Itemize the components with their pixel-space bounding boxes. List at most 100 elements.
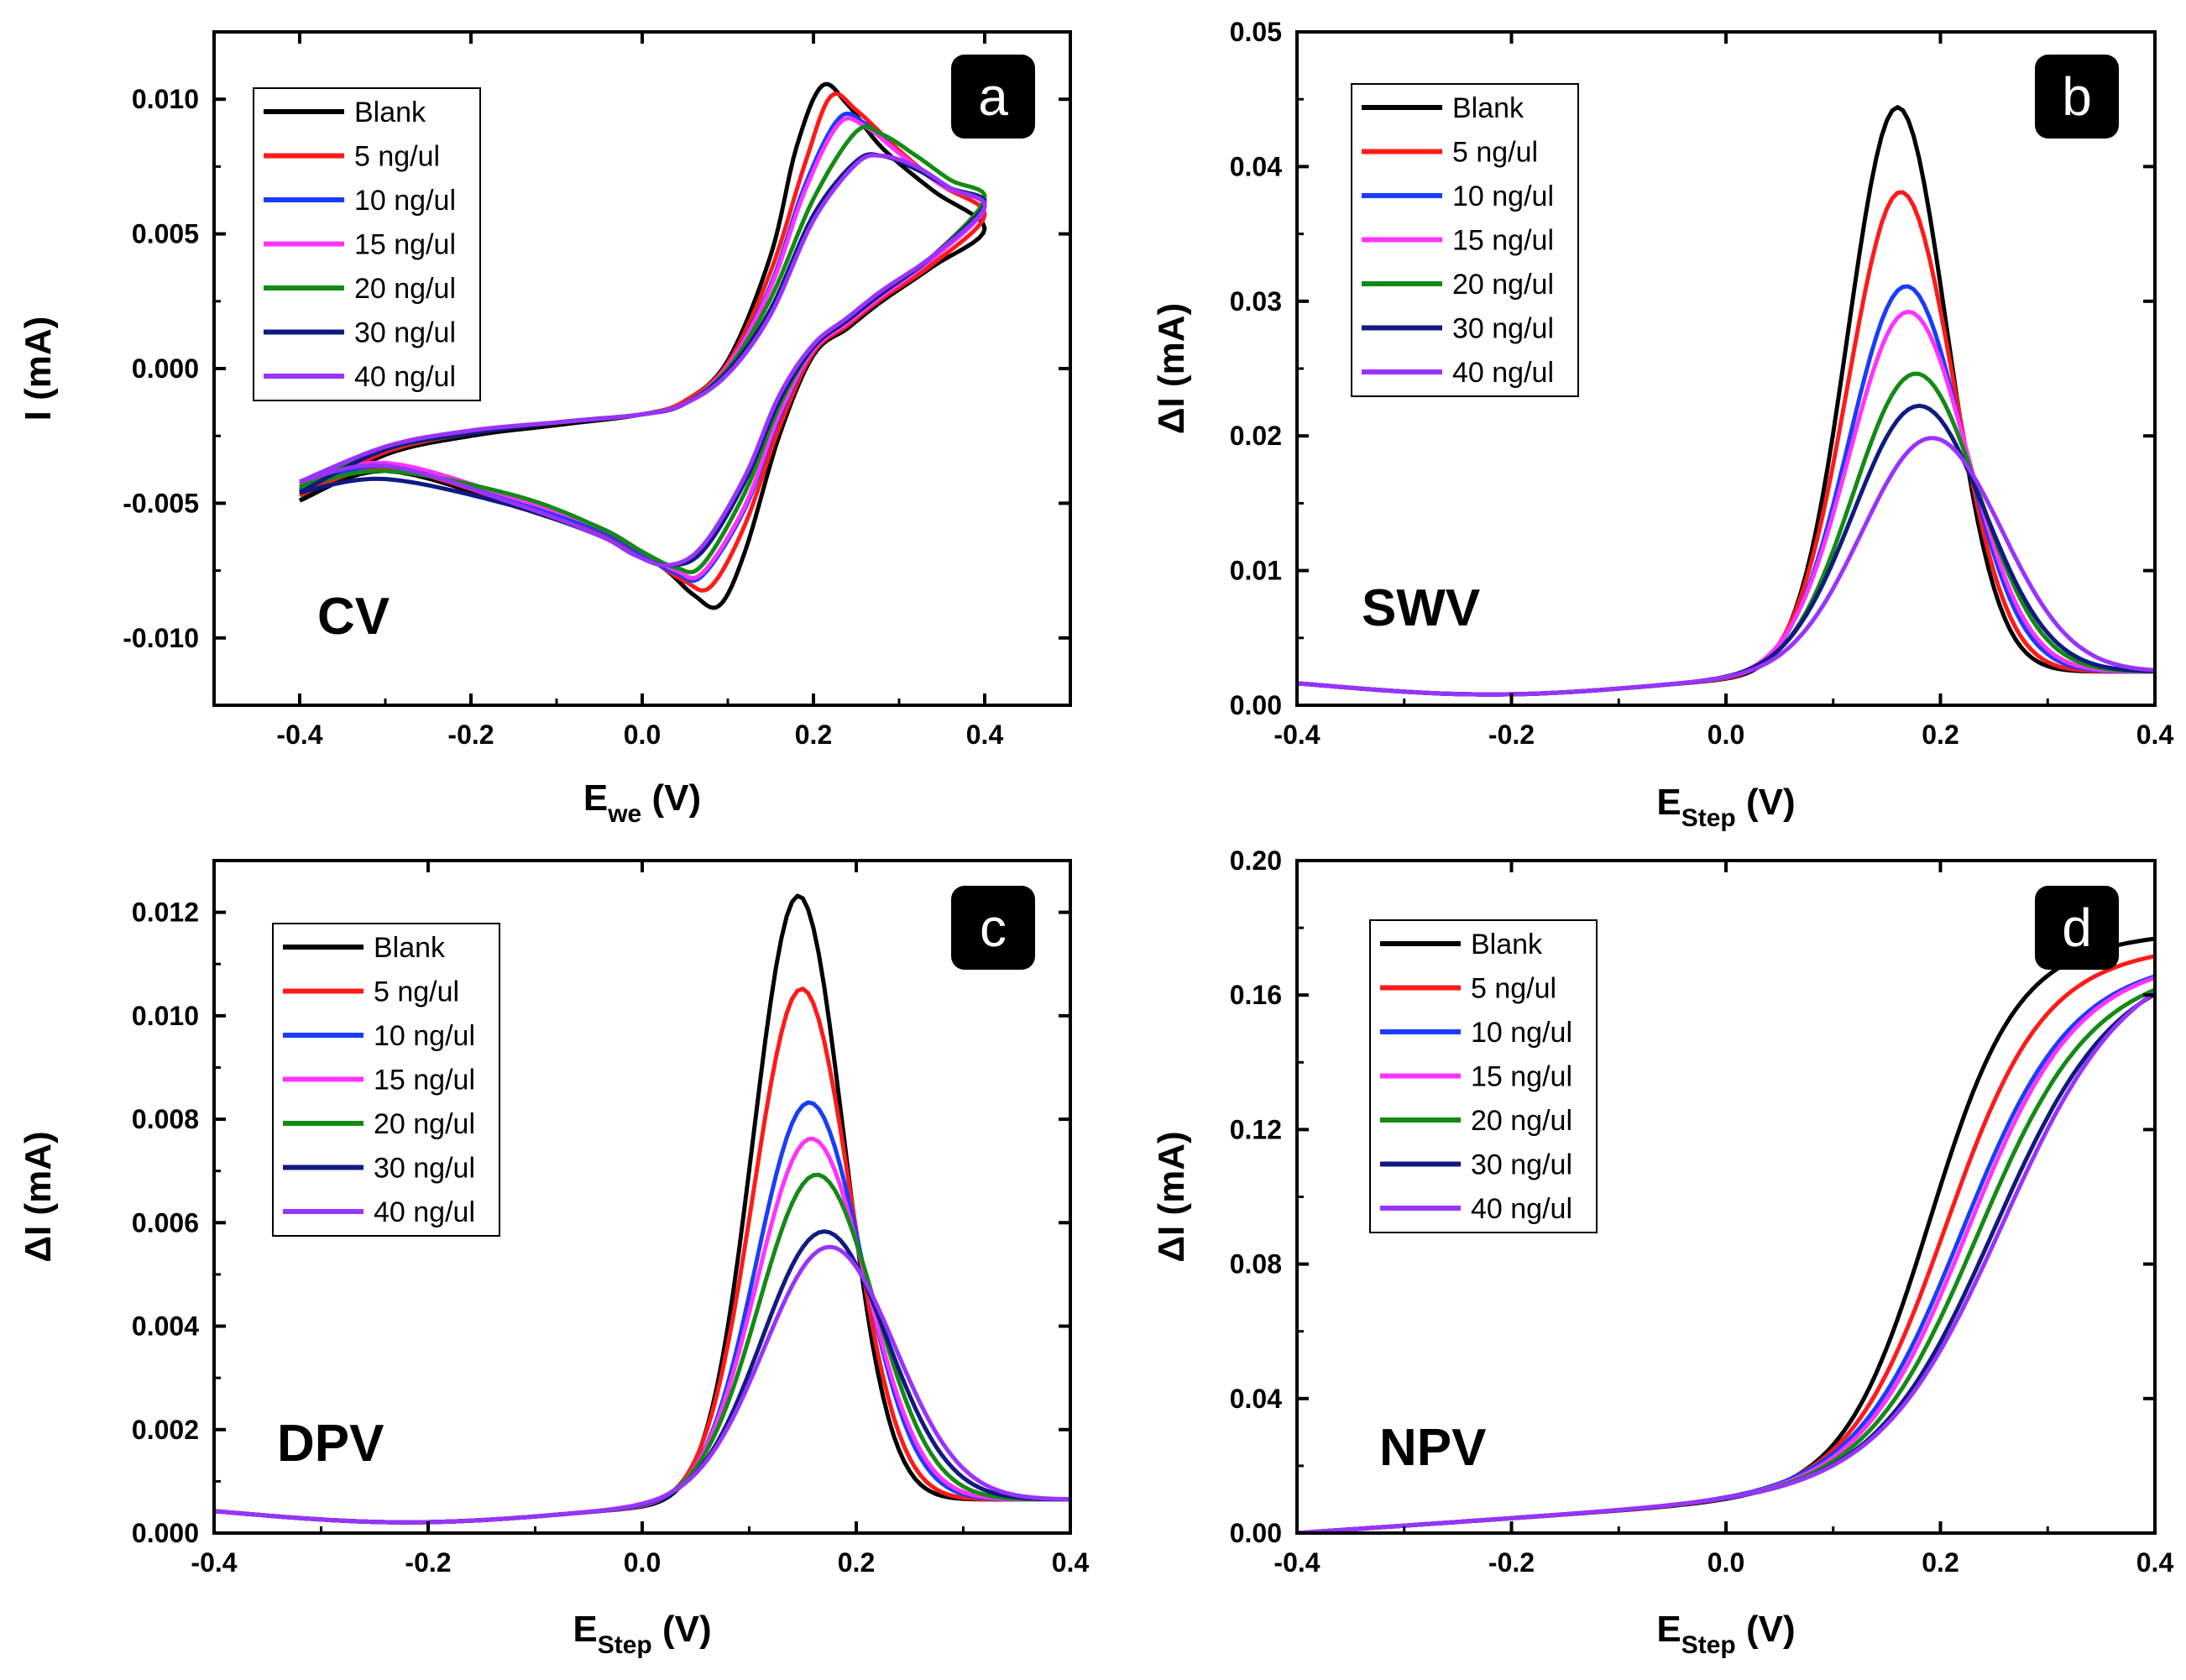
x-axis-title: Ewe (V) bbox=[583, 777, 701, 828]
panel-letter-badge bbox=[951, 886, 1035, 970]
y-tick-label: 0.08 bbox=[1230, 1249, 1282, 1280]
panel-letter: a bbox=[978, 66, 1008, 127]
series-line-40-ng-ul bbox=[1297, 991, 2155, 1533]
legend-entry-15-ng-ul: 15 ng/ul bbox=[1452, 225, 1554, 257]
series-group bbox=[1297, 936, 2155, 1533]
legend-entry-40-ng-ul: 40 ng/ul bbox=[374, 1196, 475, 1228]
y-tick-label: -0.010 bbox=[123, 623, 199, 653]
x-tick-label: 0.2 bbox=[1922, 720, 1959, 750]
legend-entry-5-ng-ul: 5 ng/ul bbox=[374, 976, 459, 1008]
legend-entry-40-ng-ul: 40 ng/ul bbox=[1452, 357, 1554, 389]
legend: Blank 5 ng/ul 10 ng/ul 15 ng/ul 20 ng/ul 30 n… bbox=[272, 923, 500, 1237]
y-tick-label: 0.16 bbox=[1230, 980, 1282, 1010]
legend-entry-10-ng-ul: 10 ng/ul bbox=[1471, 1017, 1572, 1049]
panel-letter-badge bbox=[951, 55, 1035, 139]
chart-panel-b: -0.4 -0.2 0.0 0.2 0.4 0.00 0.01 0.02 0.03 0.04 0.0… bbox=[1151, 17, 2173, 832]
x-tick-label: 0.2 bbox=[1922, 1547, 1959, 1578]
chart-panel-c: -0.4 -0.2 0.0 0.2 0.4 0.000 0.002 0.004 0.006 0.0… bbox=[18, 859, 1090, 1659]
y-tick-label: 0.008 bbox=[132, 1104, 199, 1134]
y-tick-label: 0.00 bbox=[1230, 1518, 1282, 1548]
legend-entry-blank: Blank bbox=[1452, 92, 1524, 124]
panel-letter: d bbox=[2062, 898, 2092, 958]
x-tick-label: 0.0 bbox=[1707, 1547, 1744, 1578]
x-tick-label: 0.4 bbox=[1052, 1547, 1090, 1578]
chart-panel-a: -0.4 -0.2 0.0 0.2 0.4 -0.010 -0.005 0.000 0.005 0… bbox=[18, 30, 1072, 828]
legend-entry-10-ng-ul: 10 ng/ul bbox=[374, 1020, 475, 1052]
legend-entry-15-ng-ul: 15 ng/ul bbox=[1471, 1061, 1572, 1093]
legend-entry-blank: Blank bbox=[374, 932, 446, 964]
legend-entry-40-ng-ul: 40 ng/ul bbox=[1471, 1193, 1572, 1225]
technique-label: SWV bbox=[1362, 579, 1480, 637]
x-tick-label: 0.4 bbox=[2136, 1547, 2174, 1578]
legend: Blank 5 ng/ul 10 ng/ul 15 ng/ul 20 ng/ul 30 n… bbox=[1369, 919, 1598, 1233]
x-tick-label: -0.4 bbox=[1273, 1547, 1320, 1578]
legend-entry-30-ng-ul: 30 ng/ul bbox=[1452, 313, 1554, 345]
x-tick-label: -0.2 bbox=[1488, 720, 1535, 750]
x-tick-label: 0.0 bbox=[624, 1547, 661, 1578]
y-tick-label: 0.12 bbox=[1230, 1114, 1282, 1144]
x-tick-label: -0.4 bbox=[1273, 720, 1320, 750]
legend-entry-15-ng-ul: 15 ng/ul bbox=[374, 1065, 475, 1096]
series-group bbox=[298, 81, 987, 610]
legend-entry-10-ng-ul: 10 ng/ul bbox=[1452, 181, 1554, 212]
legend-entry-20-ng-ul: 20 ng/ul bbox=[1471, 1105, 1572, 1137]
panel-letter-badge bbox=[2035, 886, 2119, 970]
legend-entry-blank: Blank bbox=[1471, 929, 1543, 960]
technique-label: DPV bbox=[277, 1415, 384, 1473]
y-tick-label: 0.010 bbox=[132, 1001, 199, 1031]
y-tick-label: 0.05 bbox=[1230, 17, 1282, 47]
legend: Blank 5 ng/ul 10 ng/ul 15 ng/ul 20 ng/ul 30 n… bbox=[253, 87, 481, 401]
x-axis-title: EStep (V) bbox=[1656, 1609, 1795, 1659]
y-axis-title: ΔI (mA) bbox=[1151, 303, 1192, 434]
y-tick-label: 0.005 bbox=[132, 219, 199, 249]
y-tick-label: 0.000 bbox=[132, 1518, 199, 1548]
x-axis-title: EStep (V) bbox=[573, 1609, 711, 1659]
legend-entry-5-ng-ul: 5 ng/ul bbox=[1471, 973, 1556, 1005]
y-tick-label: 0.04 bbox=[1230, 1384, 1282, 1414]
y-tick-label: 0.006 bbox=[132, 1207, 199, 1238]
legend-entry-30-ng-ul: 30 ng/ul bbox=[354, 317, 456, 349]
legend-entry-40-ng-ul: 40 ng/ul bbox=[354, 361, 456, 393]
chart-panel-d: -0.4 -0.2 0.0 0.2 0.4 0.00 0.04 0.08 0.12 0.16 0.2… bbox=[1151, 845, 2173, 1659]
x-tick-label: 0.0 bbox=[624, 720, 661, 750]
y-axis-title: ΔI (mA) bbox=[18, 1131, 59, 1262]
x-tick-label: 0.4 bbox=[966, 720, 1004, 750]
legend-entry-30-ng-ul: 30 ng/ul bbox=[1471, 1149, 1572, 1181]
series-line-40-ng-ul bbox=[214, 1244, 1070, 1525]
series-line-40-ng-ul bbox=[1297, 436, 2155, 697]
x-tick-label: 0.0 bbox=[1707, 720, 1744, 750]
y-tick-label: -0.005 bbox=[123, 488, 199, 518]
y-tick-label: 0.000 bbox=[132, 353, 199, 384]
y-tick-label: 0.04 bbox=[1230, 151, 1282, 181]
y-tick-label: 0.010 bbox=[132, 84, 199, 114]
legend-entry-20-ng-ul: 20 ng/ul bbox=[1452, 269, 1554, 301]
y-axis-title: I (mA) bbox=[18, 317, 59, 421]
legend-entry-30-ng-ul: 30 ng/ul bbox=[374, 1153, 475, 1185]
legend-entry-blank: Blank bbox=[354, 97, 426, 128]
legend-entry-10-ng-ul: 10 ng/ul bbox=[354, 185, 456, 217]
x-tick-label: -0.2 bbox=[1488, 1547, 1535, 1578]
technique-label: NPV bbox=[1379, 1419, 1486, 1477]
legend-entry-5-ng-ul: 5 ng/ul bbox=[354, 141, 440, 173]
x-tick-label: -0.4 bbox=[276, 720, 322, 750]
panel-letter-badge bbox=[2035, 55, 2119, 139]
x-axis-title: EStep (V) bbox=[1656, 782, 1795, 832]
y-tick-label: 0.002 bbox=[132, 1415, 199, 1445]
legend-entry-20-ng-ul: 20 ng/ul bbox=[354, 273, 456, 305]
legend-entry-20-ng-ul: 20 ng/ul bbox=[374, 1108, 475, 1140]
x-tick-label: -0.2 bbox=[447, 720, 494, 750]
series-group bbox=[214, 893, 1070, 1525]
x-tick-label: 0.4 bbox=[2136, 720, 2174, 750]
series-group bbox=[1297, 105, 2155, 697]
x-tick-label: -0.4 bbox=[191, 1547, 237, 1578]
x-tick-label: 0.2 bbox=[795, 720, 832, 750]
x-tick-label: 0.2 bbox=[838, 1547, 875, 1578]
series-line-40-ng-ul bbox=[299, 153, 987, 568]
technique-label: CV bbox=[317, 588, 390, 646]
legend-entry-5-ng-ul: 5 ng/ul bbox=[1452, 137, 1538, 169]
legend: Blank 5 ng/ul 10 ng/ul 15 ng/ul 20 ng/ul 30 n… bbox=[1351, 83, 1579, 397]
y-axis-title: ΔI (mA) bbox=[1151, 1131, 1192, 1262]
y-tick-label: 0.012 bbox=[132, 898, 199, 928]
panel-letter: c bbox=[980, 898, 1007, 958]
